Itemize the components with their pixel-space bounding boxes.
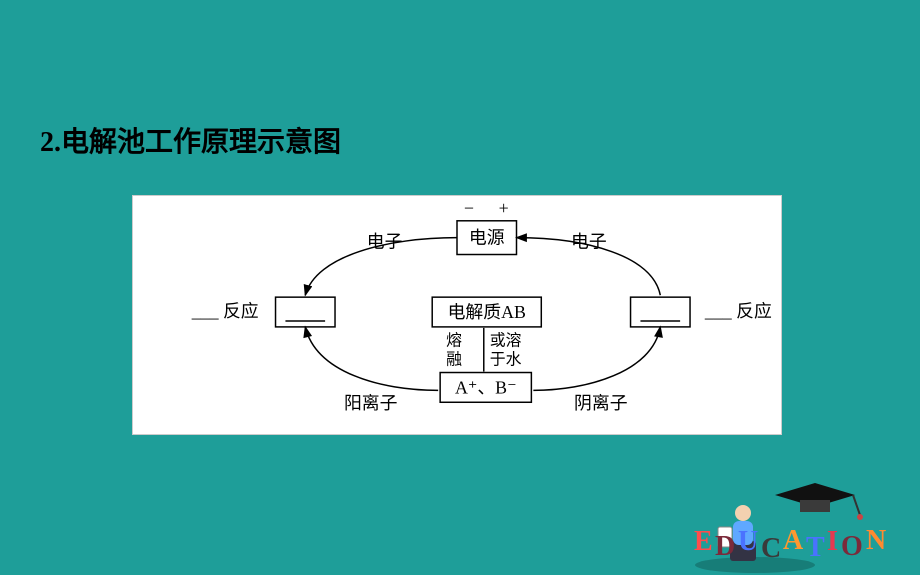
deco-tassel-knob: [857, 514, 863, 520]
svg-text:N: N: [866, 525, 886, 556]
svg-text:I: I: [827, 526, 838, 557]
svg-text:A: A: [783, 525, 804, 556]
arc-bottom-left: [305, 327, 438, 390]
arc-bottom-left-label: 阳离子: [344, 393, 398, 413]
melt-2: 融: [446, 351, 462, 369]
svg-text:O: O: [841, 531, 863, 562]
deco-cap-base: [800, 500, 830, 512]
arc-bottom-right: [533, 327, 660, 390]
deco-edu-letters: E D U C A T I O N: [694, 525, 886, 564]
label-left-reaction: ___ 反应: [191, 301, 259, 321]
power-label: 电源: [469, 228, 505, 248]
electrolyte-label: 电解质AB: [448, 302, 526, 322]
power-minus: −: [464, 198, 474, 218]
diagram-panel: − + 电源 电解质AB A⁺、B⁻ ___ 反应 ___ 反应 熔 融 或溶 …: [132, 195, 782, 435]
arc-top-left-label: 电子: [367, 232, 403, 252]
education-decoration: E D U C A T I O N: [660, 455, 920, 575]
svg-text:T: T: [806, 532, 825, 563]
melt-1: 熔: [446, 332, 462, 350]
svg-text:D: D: [715, 531, 735, 562]
ions-label: A⁺、B⁻: [455, 377, 516, 397]
deco-tassel: [853, 495, 860, 515]
svg-text:E: E: [694, 526, 713, 557]
svg-text:U: U: [738, 526, 758, 557]
page-title: 2.电解池工作原理示意图: [40, 120, 341, 160]
orsolv-2: 于水: [490, 351, 522, 369]
orsolv-1: 或溶: [490, 332, 522, 350]
svg-text:C: C: [761, 533, 781, 564]
label-right-reaction: ___ 反应: [704, 301, 772, 321]
arc-bottom-right-label: 阴离子: [574, 393, 628, 413]
node-right-electrode: [631, 297, 691, 327]
node-left-electrode: [276, 297, 336, 327]
arc-top-right-label: 电子: [571, 232, 607, 252]
power-plus: +: [499, 198, 509, 218]
deco-person-head: [735, 505, 751, 521]
electrolysis-diagram: − + 电源 电解质AB A⁺、B⁻ ___ 反应 ___ 反应 熔 融 或溶 …: [133, 196, 781, 434]
